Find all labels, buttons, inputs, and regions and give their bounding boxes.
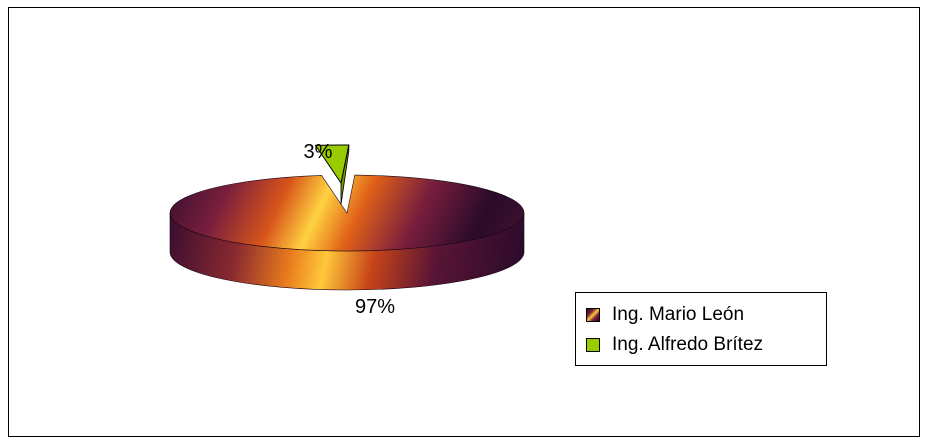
pie-slice-mario-leon	[169, 174, 525, 252]
legend-item-alfredo-britez: Ing. Alfredo Brítez	[586, 333, 763, 357]
legend: Ing. Mario León Ing. Alfredo Brítez	[575, 292, 827, 366]
legend-swatch-flame-icon	[586, 308, 600, 322]
data-label-alfredo-britez: 3%	[304, 141, 333, 163]
data-label-mario-leon: 97%	[355, 296, 395, 318]
pie-slice-alfredo-britez	[314, 144, 350, 185]
legend-swatch-green-icon	[586, 338, 600, 352]
legend-label: Ing. Mario León	[612, 304, 745, 325]
legend-item-mario-leon: Ing. Mario León	[586, 303, 744, 327]
legend-label: Ing. Alfredo Brítez	[612, 334, 764, 355]
